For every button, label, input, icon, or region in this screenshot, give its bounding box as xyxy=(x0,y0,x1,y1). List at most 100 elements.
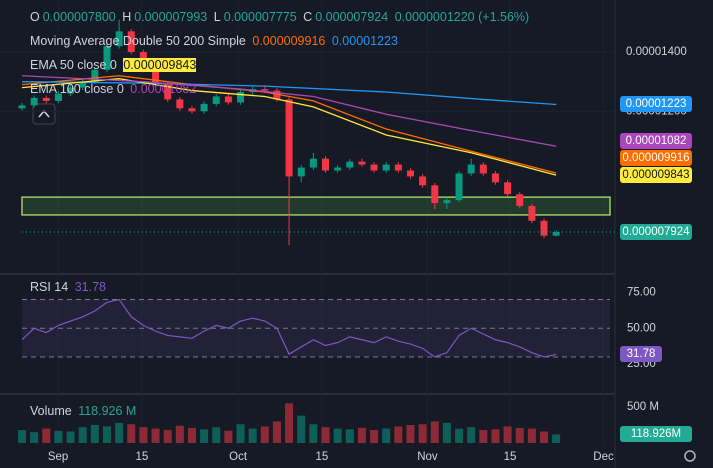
candle-body xyxy=(103,46,111,70)
candle-body xyxy=(30,97,38,106)
volume-bar xyxy=(467,427,476,443)
volume-bar xyxy=(236,424,245,443)
volume-bar xyxy=(418,424,427,443)
y-tick-label: 0.00001400 xyxy=(626,46,687,58)
support-zone xyxy=(21,196,611,216)
volume-bar xyxy=(272,421,281,443)
volume-bar xyxy=(527,428,536,443)
volume-bar xyxy=(115,422,124,443)
volume-bar xyxy=(394,426,403,443)
candle-body xyxy=(394,164,402,171)
rsi-tick-label: 50.00 xyxy=(627,322,656,334)
volume-bar xyxy=(175,425,184,443)
candle-body xyxy=(504,182,512,195)
candle-body xyxy=(467,164,475,174)
x-tick-label: 15 xyxy=(136,451,149,463)
ema100-legend: EMA 100 close 0 0.00001082 xyxy=(30,82,197,96)
volume-bar xyxy=(297,415,306,443)
volume-bar xyxy=(455,428,464,443)
volume-bar xyxy=(212,427,221,443)
candle-body xyxy=(212,96,220,104)
candle-body xyxy=(79,81,87,88)
candle-body xyxy=(443,200,451,204)
volume-bar xyxy=(139,427,148,443)
candle-body xyxy=(164,84,172,100)
volume-bar xyxy=(102,426,111,443)
price-label: 0.000009916 xyxy=(620,150,692,167)
price-label: 0.00001082 xyxy=(620,133,692,150)
candle-body xyxy=(91,69,99,82)
moving-average-line xyxy=(21,75,557,147)
volume-bar xyxy=(309,424,318,443)
candle-body xyxy=(406,170,414,177)
volume-bar xyxy=(479,430,488,443)
volume-legend: Volume 118.926 M xyxy=(30,404,137,418)
candle-body xyxy=(528,206,536,221)
candle-body xyxy=(127,31,135,53)
price-label: 0.000007924 xyxy=(620,223,692,240)
ema50-legend: EMA 50 close 0 0.000009843 xyxy=(30,58,197,72)
volume-bar xyxy=(163,430,172,443)
moving-average-line xyxy=(21,75,557,174)
volume-bar xyxy=(503,426,512,443)
candle-body xyxy=(224,96,232,103)
candle-body xyxy=(273,90,281,100)
candle-body xyxy=(176,99,184,109)
candle-body xyxy=(200,103,208,112)
volume-bar xyxy=(224,430,233,443)
x-tick-label: Dec xyxy=(593,451,614,463)
volume-bar xyxy=(54,430,63,443)
candle-body xyxy=(516,194,524,207)
candle-body xyxy=(346,161,354,168)
volume-tick-label: 500 M xyxy=(627,401,659,413)
volume-bar xyxy=(18,430,26,443)
candle-body xyxy=(322,158,329,171)
x-tick-label: Oct xyxy=(229,451,248,463)
candle-body xyxy=(552,231,560,236)
volume-bar xyxy=(285,403,294,443)
candle-body xyxy=(152,69,160,85)
volume-bar xyxy=(151,428,160,443)
volume-bar xyxy=(248,428,257,443)
rsi-value-label: 31.78 xyxy=(620,346,662,363)
candle-body xyxy=(285,99,293,177)
price-label: 0.000009843 xyxy=(620,167,692,184)
candle-body xyxy=(115,31,123,47)
volume-bar xyxy=(540,431,549,443)
candle-body xyxy=(297,167,305,177)
candle-body xyxy=(42,97,50,101)
ma-legend: Moving Average Double 50 200 Simple 0.00… xyxy=(30,34,398,48)
volume-bar xyxy=(345,429,354,443)
settings-icon[interactable] xyxy=(684,450,696,462)
volume-bar xyxy=(552,434,561,443)
candle-body xyxy=(67,87,75,94)
candle-body xyxy=(334,167,342,171)
x-tick-label: Sep xyxy=(48,451,68,463)
candle-body xyxy=(261,89,269,91)
volume-bar xyxy=(333,428,342,443)
x-tick-label: 15 xyxy=(315,451,328,463)
volume-bar xyxy=(442,422,451,443)
volume-bar xyxy=(321,427,330,443)
candle-body xyxy=(370,164,378,171)
volume-bar xyxy=(430,421,439,443)
volume-bar xyxy=(260,426,269,443)
candle-body xyxy=(18,105,26,109)
volume-bar xyxy=(515,427,524,443)
collapse-button[interactable] xyxy=(32,103,56,125)
volume-bar xyxy=(42,428,51,443)
candle-body xyxy=(382,164,390,171)
candle-body xyxy=(309,158,317,168)
rsi-tick-label: 75.00 xyxy=(627,286,656,298)
volume-bar xyxy=(406,424,415,443)
x-tick-label: 15 xyxy=(504,451,517,463)
volume-bar xyxy=(30,432,39,443)
candle-body xyxy=(540,220,548,236)
moving-average-line xyxy=(21,81,557,106)
price-label: 0.00001223 xyxy=(620,96,692,113)
volume-bar xyxy=(187,427,196,443)
candle-body xyxy=(455,173,463,201)
candle-body xyxy=(237,92,245,103)
